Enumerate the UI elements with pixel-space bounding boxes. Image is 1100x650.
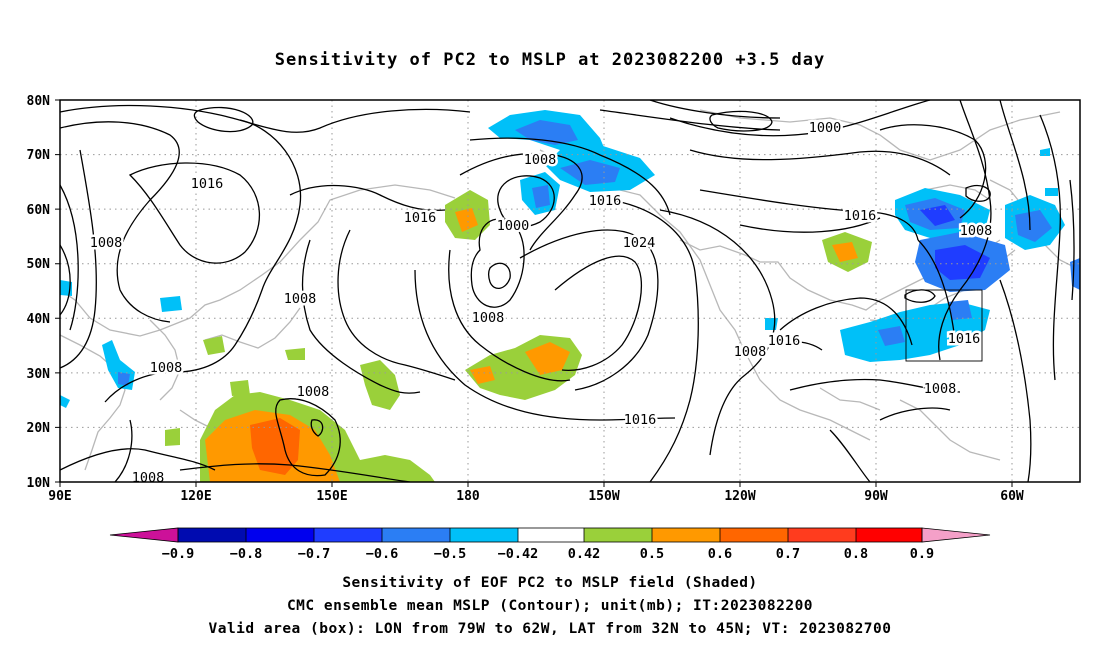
colorbar-box (584, 528, 652, 542)
lon-tick-label: 120E (180, 489, 211, 504)
lat-tick-label: 50N (27, 257, 51, 272)
contour-label: 1000 (809, 120, 842, 136)
shading-positive (165, 190, 872, 482)
contour-label: 1016 (948, 331, 981, 347)
colorbar-right-arrow (922, 528, 990, 542)
caption-line-3: Valid area (box): LON from 79W to 62W, L… (208, 621, 892, 637)
lon-tick-label: 180 (456, 489, 480, 504)
contour-label: 1008 (284, 291, 317, 307)
colorbar-tick-label: 0.9 (910, 546, 934, 562)
colorbar-box (788, 528, 856, 542)
contour-label: 1016 (404, 210, 437, 226)
lat-tick-label: 70N (27, 148, 51, 163)
contour-label: 1016 (589, 193, 622, 209)
contour-label: 1008 (132, 470, 165, 486)
lat-tick-label: 60N (27, 203, 51, 218)
colorbar-box (652, 528, 720, 542)
lon-labels: 90E 120E 150E 180 150W 120W 90W 60W (48, 489, 1024, 504)
colorbar-box (178, 528, 246, 542)
contour-label: 1016 (191, 176, 224, 192)
colorbar-box (518, 528, 584, 542)
colorbar-tick-label: −0.7 (298, 546, 331, 562)
caption-line-1: Sensitivity of EOF PC2 to MSLP field (Sh… (342, 575, 758, 591)
map-area: 1016 1008 1008 1008 1008 1008 1008 1016 … (60, 100, 1080, 486)
contour-label: 1008 (297, 384, 330, 400)
colorbar-tick-label: 0.5 (640, 546, 664, 562)
valid-area-box (905, 289, 983, 362)
colorbar-box (856, 528, 922, 542)
contour-label: 1008 (960, 223, 993, 239)
contour-label: 1016 (624, 412, 657, 428)
colorbar-box (314, 528, 382, 542)
colorbar-tick-label: −0.6 (366, 546, 399, 562)
lat-tick-label: 80N (27, 94, 51, 109)
lon-tick-label: 120W (724, 489, 755, 504)
colorbar-tick-label: −0.42 (498, 546, 539, 562)
map-frame (59, 99, 1081, 483)
colorbar-tick-label: −0.8 (230, 546, 263, 562)
contour-label: 1008 (734, 344, 767, 360)
contour-label: 1008 (524, 152, 557, 168)
caption-line-2: CMC ensemble mean MSLP (Contour); unit(m… (286, 598, 814, 614)
colorbar-tick-label: −0.9 (162, 546, 195, 562)
colorbar-box (450, 528, 518, 542)
colorbar-tick-label: 0.42 (568, 546, 601, 562)
lat-tick-label: 20N (27, 421, 51, 436)
axis-ticks (55, 99, 1013, 487)
lon-tick-label: 150W (588, 489, 619, 504)
colorbar-box (382, 528, 450, 542)
contour-label: 1024 (623, 235, 656, 251)
contour-label: 1016 (844, 208, 877, 224)
lon-tick-label: 90W (864, 489, 888, 504)
lon-tick-label: 60W (1000, 489, 1024, 504)
lon-tick-label: 90E (48, 489, 71, 504)
contour-label: 1016 (768, 333, 801, 349)
lat-labels: 10N 20N 30N 40N 50N 60N 70N 80N (27, 94, 51, 491)
shading-negative (60, 110, 1080, 408)
mslp-contours (60, 100, 1075, 482)
colorbar (109, 527, 991, 543)
lat-tick-label: 10N (27, 476, 51, 491)
contour-label: 1000 (497, 218, 530, 234)
colorbar-left-arrow (110, 528, 178, 542)
lat-tick-label: 30N (27, 367, 51, 382)
contour-labels: 1016 1008 1008 1008 1008 1008 1008 1016 … (89, 120, 993, 486)
contour-label: 1008 (924, 381, 957, 397)
colorbar-box (720, 528, 788, 542)
lat-tick-label: 40N (27, 312, 51, 327)
colorbar-tick-label: 0.7 (776, 546, 800, 562)
contour-label: 1008 (472, 310, 505, 326)
colorbar-tick-label: 0.8 (844, 546, 868, 562)
contour-label: 1008 (150, 360, 183, 376)
chart-title: Sensitivity of PC2 to MSLP at 2023082200… (274, 50, 826, 70)
colorbar-labels: −0.9 −0.8 −0.7 −0.6 −0.5 −0.42 0.42 0.5 … (162, 546, 934, 562)
lon-tick-label: 150E (316, 489, 347, 504)
contour-label: 1008 (90, 235, 123, 251)
colorbar-box (246, 528, 314, 542)
colorbar-tick-label: 0.6 (708, 546, 732, 562)
colorbar-tick-label: −0.5 (434, 546, 467, 562)
